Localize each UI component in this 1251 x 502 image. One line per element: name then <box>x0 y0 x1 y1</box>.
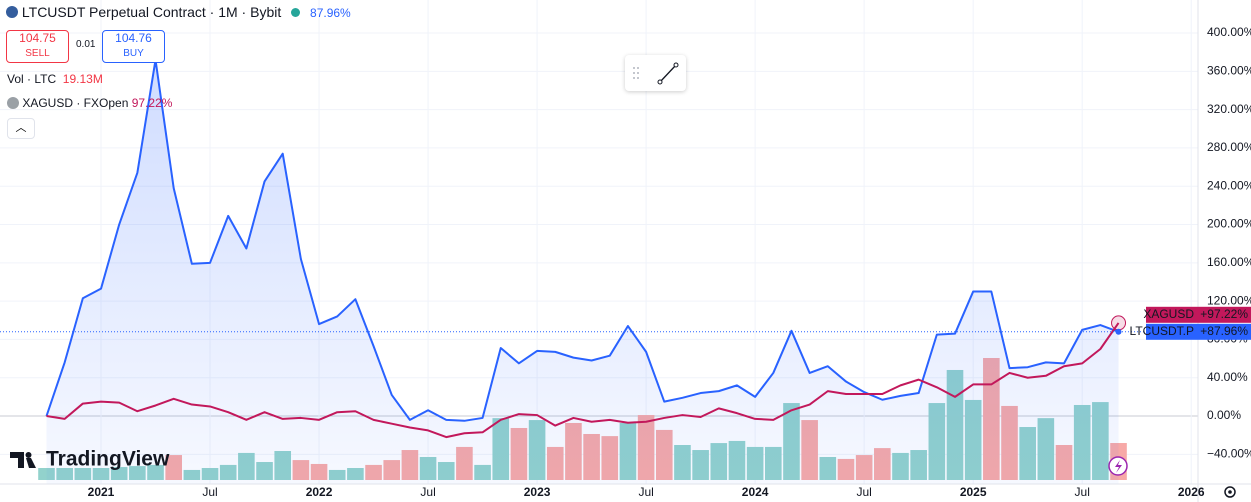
alert-icon[interactable] <box>1108 456 1128 476</box>
buy-button[interactable]: 104.76 BUY <box>102 30 165 63</box>
price-tag-label: +97.22% <box>1200 307 1248 321</box>
y-tick-label: 360.00% <box>1207 64 1251 78</box>
line <box>46 322 1120 439</box>
symbol-icon <box>6 6 18 18</box>
x-tick-label: Jul <box>1075 485 1090 499</box>
logo: TradingView <box>10 448 170 471</box>
drawing-toolbar-icons[interactable] <box>625 55 686 91</box>
y-tick-label: 0.00% <box>1207 408 1241 422</box>
symbol-row: LTCUSDT Perpetual Contract · 1M · Bybit … <box>6 4 351 20</box>
compare-name: XAGUSD · FXOpen <box>22 96 129 110</box>
x-tick-label: 2022 <box>306 485 333 499</box>
y-tick-label: 160.00% <box>1207 255 1251 269</box>
logo-text: TradingView <box>46 448 170 471</box>
x-tick-label: Jul <box>202 485 217 499</box>
last-point-marker <box>1111 315 1127 331</box>
series-name-tag <box>1146 306 1198 323</box>
settings-icon[interactable] <box>1224 486 1236 498</box>
y-tick-label: 280.00% <box>1207 140 1251 154</box>
sell-label: SELL <box>25 48 50 59</box>
last-point-marker <box>1115 328 1122 335</box>
series-name: XAGUSD <box>1143 307 1194 321</box>
series-name-tag <box>1146 323 1198 340</box>
compare-legend: XAGUSD · FXOpen 97.22% <box>7 96 172 110</box>
y-tick-label: 320.00% <box>1207 102 1251 116</box>
compare-change: 97.22% <box>131 96 173 110</box>
sell-button[interactable]: 104.75 SELL <box>6 30 69 63</box>
x-tick-label: Jul <box>638 485 653 499</box>
drawing-toolbar <box>625 55 686 91</box>
x-tick-label: 2023 <box>524 485 551 499</box>
price-tag <box>1198 306 1251 323</box>
price-tag-label: +87.96% <box>1200 324 1248 338</box>
sell-price: 104.75 <box>19 31 56 45</box>
y-tick-label: 200.00% <box>1207 217 1251 231</box>
x-tick-label: Jul <box>856 485 871 499</box>
x-tick-label: 2025 <box>960 485 987 499</box>
buy-label: BUY <box>123 48 144 59</box>
volume-name: Vol · LTC <box>7 72 57 86</box>
x-tick-label: Jul <box>420 485 435 499</box>
series-name: LTCUSDT.P <box>1130 324 1194 338</box>
y-tick-label: 400.00% <box>1207 25 1251 39</box>
symbol-title: LTCUSDT Perpetual Contract · 1M · Bybit <box>21 4 282 20</box>
x-tick-label: 2026 <box>1178 485 1205 499</box>
status-dot <box>291 8 301 17</box>
x-tick-label: 2021 <box>88 485 115 499</box>
change: 87.96% <box>310 6 351 20</box>
y-tick-label: −40.00% <box>1207 446 1251 460</box>
y-tick-label: 240.00% <box>1207 178 1251 192</box>
line <box>45 58 1119 422</box>
area <box>46 59 1119 485</box>
spread: 0.01 <box>76 39 96 50</box>
y-tick-label: 120.00% <box>1207 293 1251 307</box>
y-tick-label: 40.00% <box>1207 370 1248 384</box>
time-axis-panel <box>0 484 1251 502</box>
price-axis-panel <box>1198 0 1251 502</box>
x-tick-label: 2024 <box>742 485 769 499</box>
buy-price: 104.76 <box>115 31 152 45</box>
collapse-button[interactable]: ︿ <box>7 118 35 139</box>
compare-icon <box>7 97 19 109</box>
volume-value: 19.13M <box>62 72 103 86</box>
price-tag <box>1198 323 1251 340</box>
volume-legend: Vol · LTC 19.13M <box>7 72 103 86</box>
